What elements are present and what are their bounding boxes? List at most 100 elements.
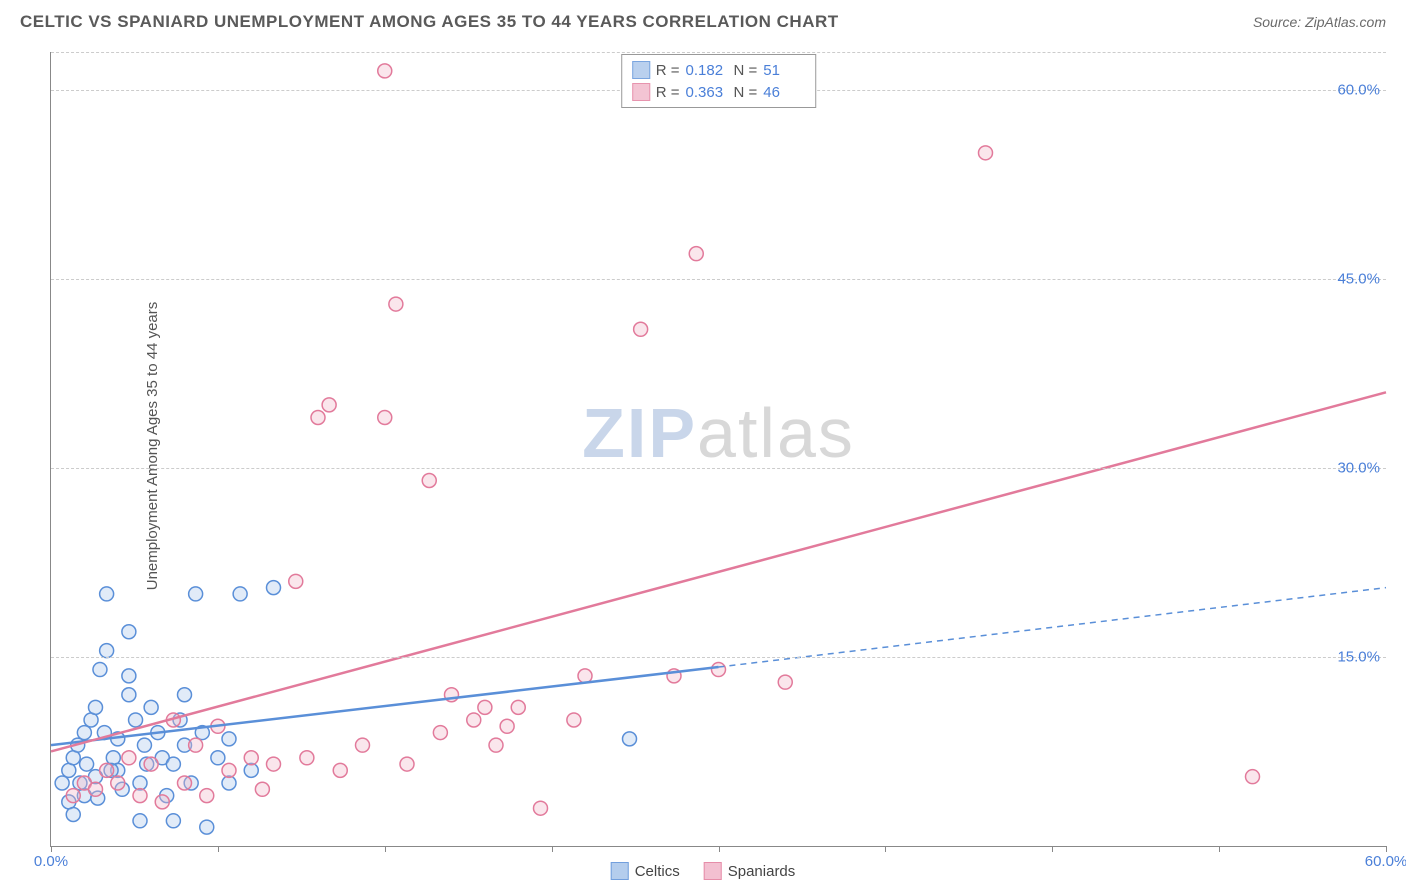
scatter-point bbox=[222, 732, 236, 746]
r-label: R = bbox=[656, 62, 680, 79]
n-label: N = bbox=[734, 62, 758, 79]
scatter-point bbox=[178, 688, 192, 702]
scatter-point bbox=[89, 700, 103, 714]
scatter-point bbox=[623, 732, 637, 746]
grid-line-h bbox=[51, 52, 1386, 53]
scatter-point bbox=[89, 782, 103, 796]
grid-line-h bbox=[51, 468, 1386, 469]
scatter-point bbox=[200, 789, 214, 803]
scatter-point bbox=[267, 581, 281, 595]
scatter-point bbox=[222, 763, 236, 777]
scatter-point bbox=[255, 782, 269, 796]
chart-plot-area: ZIPatlas R =0.182N =51R =0.363N =46 15.0… bbox=[50, 52, 1386, 847]
legend-swatch bbox=[632, 61, 650, 79]
chart-title: CELTIC VS SPANIARD UNEMPLOYMENT AMONG AG… bbox=[20, 12, 839, 32]
x-tick bbox=[385, 846, 386, 852]
scatter-point bbox=[500, 719, 514, 733]
legend-item: Celtics bbox=[611, 862, 680, 880]
scatter-point bbox=[122, 669, 136, 683]
scatter-point bbox=[489, 738, 503, 752]
y-tick-label: 15.0% bbox=[1337, 648, 1380, 665]
legend-series: Celtics Spaniards bbox=[611, 862, 796, 880]
scatter-point bbox=[378, 410, 392, 424]
scatter-point bbox=[133, 814, 147, 828]
scatter-point bbox=[100, 644, 114, 658]
x-tick bbox=[552, 846, 553, 852]
legend-stats-row: R =0.363N =46 bbox=[632, 81, 806, 103]
scatter-point bbox=[137, 738, 151, 752]
scatter-point bbox=[93, 663, 107, 677]
source-attribution: Source: ZipAtlas.com bbox=[1253, 14, 1386, 30]
scatter-point bbox=[66, 807, 80, 821]
scatter-point bbox=[100, 587, 114, 601]
x-tick bbox=[1386, 846, 1387, 852]
scatter-point bbox=[244, 751, 258, 765]
scatter-point bbox=[979, 146, 993, 160]
scatter-point bbox=[144, 757, 158, 771]
scatter-point bbox=[189, 587, 203, 601]
source-prefix: Source: bbox=[1253, 14, 1305, 30]
scatter-point bbox=[289, 574, 303, 588]
scatter-point bbox=[534, 801, 548, 815]
legend-swatch bbox=[611, 862, 629, 880]
r-value: 0.182 bbox=[686, 62, 728, 79]
scatter-point bbox=[689, 247, 703, 261]
r-label: R = bbox=[656, 84, 680, 101]
x-tick bbox=[885, 846, 886, 852]
n-value: 51 bbox=[763, 62, 805, 79]
scatter-point bbox=[211, 751, 225, 765]
scatter-point bbox=[433, 726, 447, 740]
legend-stats-row: R = 0.182 N = 51 bbox=[632, 59, 806, 81]
x-tick bbox=[719, 846, 720, 852]
scatter-point bbox=[155, 795, 169, 809]
scatter-point bbox=[233, 587, 247, 601]
y-tick-label: 60.0% bbox=[1337, 81, 1380, 98]
scatter-point bbox=[300, 751, 314, 765]
n-value: 46 bbox=[763, 84, 805, 101]
grid-line-h bbox=[51, 657, 1386, 658]
scatter-point bbox=[578, 669, 592, 683]
scatter-point bbox=[467, 713, 481, 727]
trend-line-extrapolated bbox=[719, 588, 1387, 667]
scatter-point bbox=[80, 757, 94, 771]
chart-svg bbox=[51, 52, 1386, 846]
scatter-point bbox=[178, 776, 192, 790]
scatter-point bbox=[356, 738, 370, 752]
scatter-point bbox=[1246, 770, 1260, 784]
legend-label: Celtics bbox=[635, 863, 680, 880]
x-tick bbox=[1052, 846, 1053, 852]
legend-item: Spaniards bbox=[704, 862, 796, 880]
scatter-point bbox=[333, 763, 347, 777]
scatter-point bbox=[144, 700, 158, 714]
scatter-point bbox=[778, 675, 792, 689]
scatter-point bbox=[66, 789, 80, 803]
scatter-point bbox=[111, 776, 125, 790]
scatter-point bbox=[133, 789, 147, 803]
scatter-point bbox=[378, 64, 392, 78]
legend-stats: R =0.182N =51R =0.363N =46 bbox=[621, 54, 817, 108]
r-value: 0.363 bbox=[686, 84, 728, 101]
scatter-point bbox=[400, 757, 414, 771]
scatter-point bbox=[634, 322, 648, 336]
scatter-point bbox=[200, 820, 214, 834]
scatter-point bbox=[100, 763, 114, 777]
scatter-point bbox=[712, 663, 726, 677]
source-name: ZipAtlas.com bbox=[1305, 14, 1386, 30]
x-tick bbox=[218, 846, 219, 852]
scatter-point bbox=[77, 726, 91, 740]
scatter-point bbox=[166, 814, 180, 828]
scatter-point bbox=[55, 776, 69, 790]
legend-swatch bbox=[632, 83, 650, 101]
x-tick bbox=[1219, 846, 1220, 852]
y-tick-label: 30.0% bbox=[1337, 459, 1380, 476]
scatter-point bbox=[511, 700, 525, 714]
scatter-point bbox=[129, 713, 143, 727]
x-tick-label: 0.0% bbox=[34, 853, 68, 870]
scatter-point bbox=[422, 474, 436, 488]
scatter-point bbox=[389, 297, 403, 311]
scatter-point bbox=[166, 757, 180, 771]
x-tick bbox=[51, 846, 52, 852]
trend-line bbox=[51, 392, 1386, 751]
legend-label: Spaniards bbox=[728, 863, 796, 880]
scatter-point bbox=[122, 625, 136, 639]
